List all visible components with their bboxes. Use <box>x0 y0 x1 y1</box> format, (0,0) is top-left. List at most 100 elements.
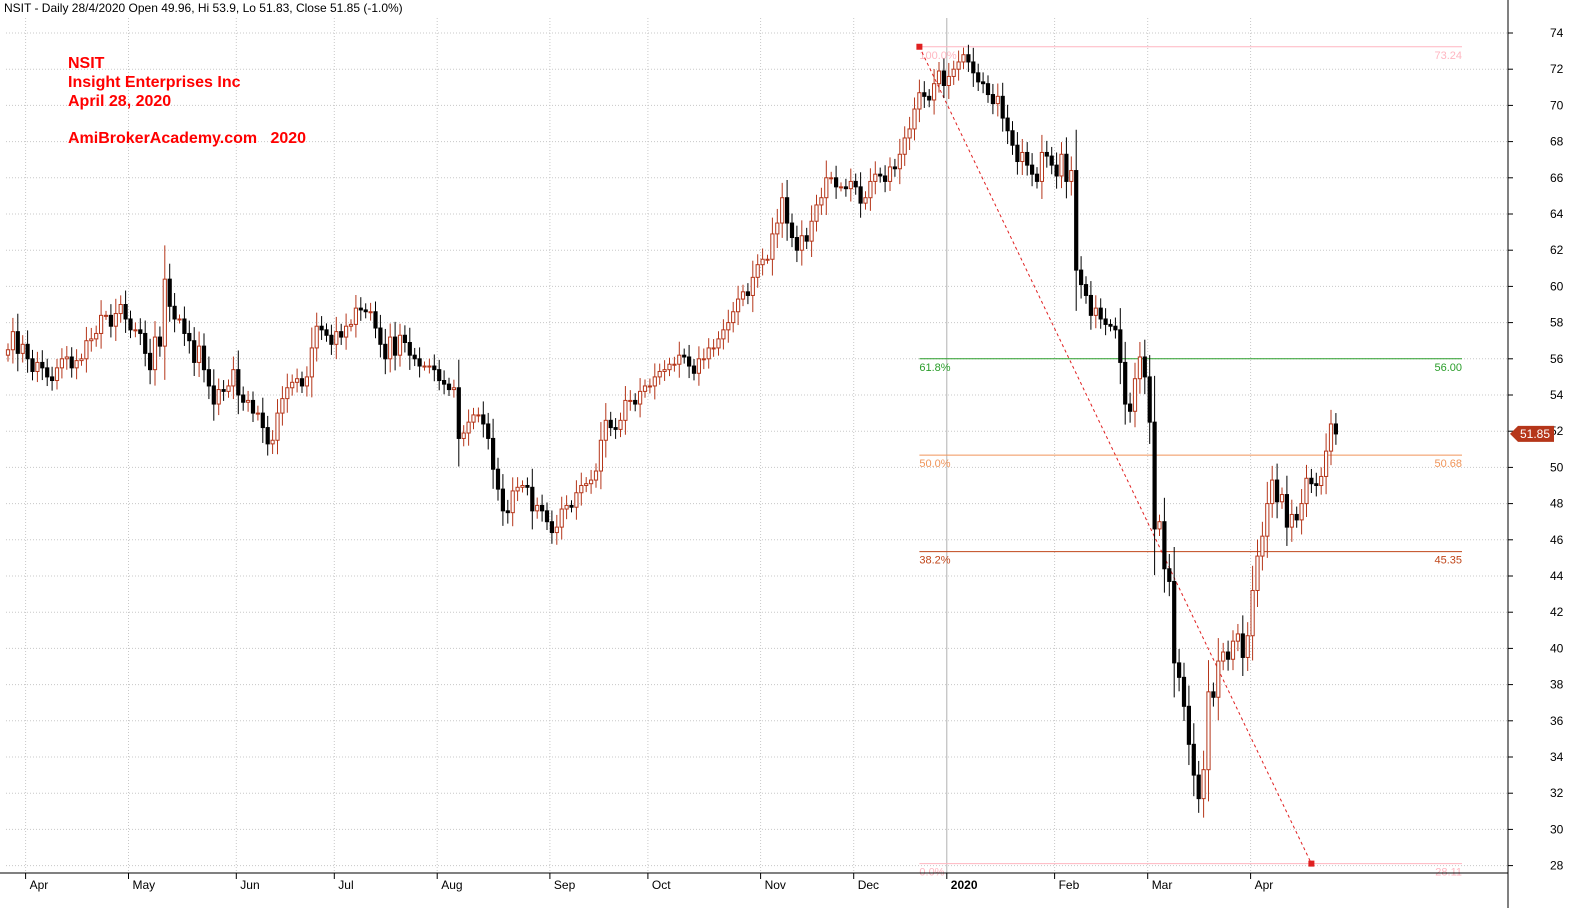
y-tick-label: 54 <box>1550 388 1564 402</box>
candle-body <box>177 318 182 321</box>
candle-body <box>1069 170 1074 182</box>
site-annotation: AmiBrokerAcademy.com 2020 <box>68 130 306 147</box>
candle-body <box>1221 651 1226 662</box>
chart-title: NSIT - Daily 28/4/2020 Open 49.96, Hi 53… <box>4 1 403 15</box>
candle-body <box>407 342 412 356</box>
candle-body <box>495 468 501 490</box>
candle-body <box>853 180 858 188</box>
candle-body <box>789 222 795 239</box>
candle-body <box>1030 164 1035 175</box>
candle-body <box>530 486 535 512</box>
candle-body <box>863 197 868 204</box>
candle-body <box>373 311 378 329</box>
candle-body <box>1181 676 1187 707</box>
candle-body <box>868 180 873 199</box>
candle-body <box>598 439 603 472</box>
candle-body <box>838 186 844 189</box>
candle-body <box>941 70 946 86</box>
candle-body <box>211 385 216 405</box>
y-tick-label: 56 <box>1550 352 1564 366</box>
candle-body <box>64 356 69 360</box>
candle-body <box>1284 494 1290 528</box>
candle-body <box>740 291 746 300</box>
candle-body <box>471 414 476 423</box>
candle-body <box>1294 513 1299 521</box>
candle-body <box>1275 479 1280 503</box>
x-tick-label: Jul <box>338 878 353 892</box>
candle-body <box>1226 651 1231 660</box>
y-tick-label: 46 <box>1550 533 1564 547</box>
fib-anchor-high[interactable] <box>916 43 923 50</box>
candle-body <box>1039 151 1045 182</box>
candle-body <box>59 358 64 369</box>
candle-body <box>1015 144 1020 163</box>
candle-body <box>99 314 104 334</box>
candle-body <box>873 173 878 182</box>
candle-body <box>236 369 241 396</box>
candle-body <box>162 278 167 347</box>
candle-body <box>633 399 638 405</box>
candle-body <box>74 360 79 369</box>
candle-body <box>809 220 814 242</box>
candle-body <box>118 304 123 315</box>
candle-body <box>745 291 750 296</box>
candle-body <box>1240 633 1245 658</box>
candle-body <box>221 389 226 392</box>
candle-body <box>971 61 976 74</box>
candle-body <box>544 510 550 523</box>
x-tick-label: Apr <box>30 878 49 892</box>
candle-body <box>794 237 799 251</box>
x-tick-label: Jun <box>240 878 259 892</box>
candle-body <box>603 419 608 441</box>
last-price-badge <box>1510 425 1554 442</box>
candle-body <box>79 358 84 362</box>
candle-body <box>1309 477 1314 485</box>
candle-body <box>128 318 133 331</box>
candle-body <box>1098 307 1103 320</box>
candle-body <box>368 311 373 314</box>
candle-body <box>461 432 466 439</box>
candle-body <box>481 414 486 425</box>
candle-body <box>961 54 966 63</box>
candle-body <box>1289 513 1294 528</box>
y-tick-label: 28 <box>1550 859 1564 873</box>
x-tick-label: Dec <box>858 878 879 892</box>
candle-body <box>133 329 138 332</box>
candle-body <box>515 486 520 492</box>
candle-body <box>1034 173 1040 182</box>
candle-body <box>829 177 834 180</box>
candle-body <box>618 419 623 430</box>
x-tick-label: Aug <box>441 878 462 892</box>
candle-body <box>1079 269 1084 286</box>
candle-body <box>412 354 417 360</box>
candle-body <box>491 437 496 470</box>
candle-body <box>201 345 207 371</box>
ticker-annotation: NSIT <box>68 55 105 72</box>
candle-body <box>348 323 354 327</box>
candle-body <box>711 347 716 350</box>
candle-body <box>1108 323 1113 327</box>
x-tick-label: Oct <box>652 878 671 892</box>
candle-body <box>1260 535 1265 557</box>
candle-body <box>706 347 711 360</box>
candle-body <box>1025 151 1030 166</box>
candle-body <box>554 526 559 534</box>
candle-body <box>1010 130 1015 146</box>
y-tick-label: 34 <box>1550 750 1564 764</box>
candle-body <box>304 376 309 387</box>
fib-level-pct-label: 100.0% <box>919 50 957 62</box>
candle-body <box>1201 769 1206 800</box>
fib-anchor-low[interactable] <box>1308 860 1315 867</box>
candle-body <box>378 327 383 345</box>
candle-body <box>197 345 202 363</box>
candle-body <box>206 369 212 387</box>
candle-body <box>848 180 853 190</box>
y-tick-label: 36 <box>1550 714 1564 728</box>
candle-body <box>388 336 393 360</box>
y-tick-label: 66 <box>1550 171 1564 185</box>
candle-body <box>540 504 545 512</box>
candle-body <box>922 92 927 97</box>
candle-body <box>383 343 388 360</box>
